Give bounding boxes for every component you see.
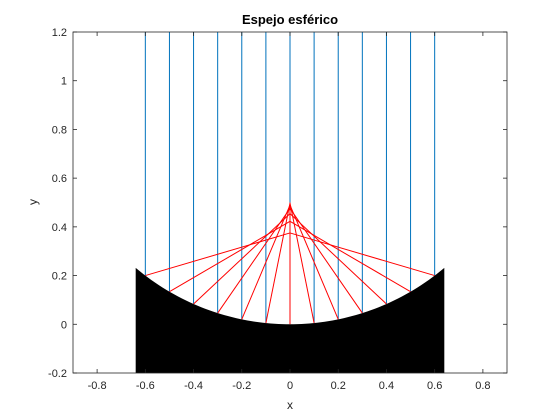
x-tick-label: -0.4 bbox=[184, 380, 203, 392]
y-axis-ticks: -0.2 0 0.2 0.4 0.6 0.8 1 1.2 bbox=[48, 27, 507, 380]
reflected-ray bbox=[289, 204, 339, 320]
reflected-ray bbox=[265, 203, 291, 324]
reflected-ray bbox=[145, 232, 291, 277]
x-tick-label: -0.8 bbox=[88, 380, 107, 392]
x-axis-ticks: -0.8 -0.6 -0.4 -0.2 0 0.2 0.4 0.6 0.8 bbox=[88, 32, 491, 392]
reflected-ray bbox=[289, 232, 435, 277]
y-axis-label: y bbox=[26, 199, 40, 205]
y-tick-label: 0.8 bbox=[52, 124, 67, 136]
reflected-ray bbox=[217, 208, 291, 314]
reflected-ray bbox=[193, 213, 291, 305]
y-tick-label: 0.6 bbox=[52, 173, 67, 185]
reflected-ray bbox=[289, 220, 411, 293]
reflected-ray bbox=[289, 213, 387, 305]
x-tick-label: 0 bbox=[287, 380, 293, 392]
x-tick-label: -0.6 bbox=[136, 380, 155, 392]
mirror-surface bbox=[135, 267, 445, 373]
y-tick-label: 0 bbox=[61, 319, 67, 331]
x-axis-label: x bbox=[287, 398, 293, 412]
y-tick-label: 0.4 bbox=[52, 222, 67, 234]
chart-title: Espejo esférico bbox=[242, 12, 338, 27]
y-tick-label: -0.2 bbox=[48, 368, 67, 380]
reflected-ray bbox=[241, 204, 291, 320]
reflected-rays bbox=[145, 202, 435, 325]
x-tick-label: -0.2 bbox=[232, 380, 251, 392]
x-tick-label: 0.4 bbox=[379, 380, 394, 392]
x-tick-label: 0.8 bbox=[475, 380, 490, 392]
y-tick-label: 1 bbox=[61, 76, 67, 88]
x-tick-label: 0.2 bbox=[331, 380, 346, 392]
y-tick-label: 1.2 bbox=[52, 27, 67, 39]
x-tick-label: 0.6 bbox=[427, 380, 442, 392]
mirror-layer bbox=[135, 267, 445, 373]
reflected-ray bbox=[289, 208, 363, 314]
y-tick-label: 0.2 bbox=[52, 271, 67, 283]
